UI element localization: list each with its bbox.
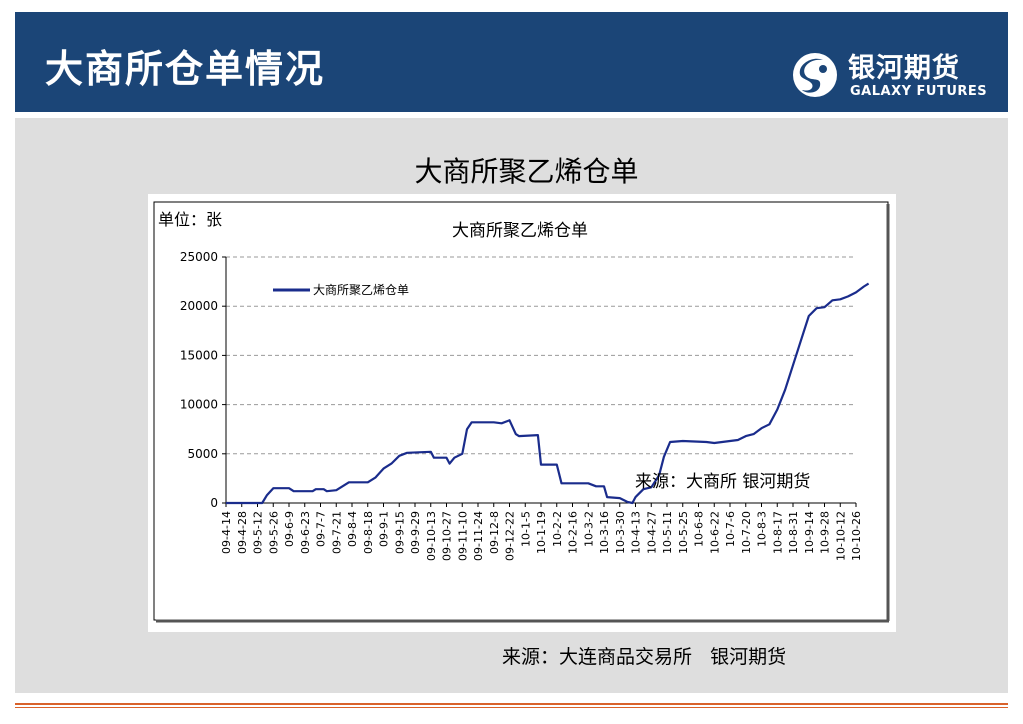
x-tick-label-25: 10-3-30 [614,511,627,554]
x-tick-label-23: 10-3-2 [582,511,595,547]
source-annotation: 来源：大商所 银河期货 [635,472,810,492]
x-tick-label-33: 10-7-20 [740,511,753,554]
footer-rule [15,703,1008,705]
slide-source: 来源：大连商品交易所 银河期货 [502,646,787,668]
x-tick-label-12: 09-9-29 [409,511,422,554]
x-tick-label-9: 09-8-18 [362,511,375,554]
legend-label: 大商所聚乙烯仓单 [313,282,409,297]
x-tick-label-5: 09-6-23 [299,511,312,554]
x-axis: 09-4-14 09-4-28 09-5-12 09-5-26 09-6-9 09-6-2… [220,502,863,561]
chart-border [153,201,889,621]
x-tick-label-8: 09-8-4 [346,511,359,547]
galaxy-swirl-icon [793,53,837,97]
y-tick-label-4: 20000 [180,299,218,313]
x-tick-label-1: 09-4-28 [236,511,249,554]
x-tick-label-2: 09-5-12 [252,511,265,554]
x-tick-label-32: 10-7-6 [724,511,737,547]
logo-english-name: GALAXY FUTURES [850,84,988,99]
x-tick-label-36: 10-8-31 [787,511,800,554]
x-tick-label-27: 10-4-27 [645,511,658,554]
x-tick-label-0: 09-4-14 [220,511,233,554]
x-tick-label-14: 09-10-27 [441,511,454,561]
x-tick-label-34: 10-8-3 [756,511,769,547]
chart-heading: 大商所聚乙烯仓单 [414,155,639,188]
slide-header: 大商所仓单情况 银河期货 GALAXY FUTURES [15,12,1008,112]
x-tick-label-38: 10-9-28 [819,511,832,554]
x-tick-label-26: 10-4-13 [630,511,643,554]
y-tick-label-1: 5000 [187,447,218,461]
x-tick-label-13: 09-10-13 [425,511,438,561]
slide-title: 大商所仓单情况 [45,46,326,91]
chart-title: 大商所聚乙烯仓单 [452,221,588,241]
legend: 大商所聚乙烯仓单 [273,282,409,297]
x-tick-label-4: 09-6-9 [283,511,296,547]
x-tick-label-24: 10-3-16 [598,511,611,554]
gridlines [226,256,856,455]
x-tick-label-7: 09-7-21 [330,511,343,554]
y-tick-label-2: 10000 [180,398,218,412]
x-tick-label-35: 10-8-17 [771,511,784,554]
x-tick-label-3: 09-5-26 [267,511,280,554]
x-tick-label-20: 10-1-19 [535,511,548,554]
x-tick-label-37: 10-9-14 [803,511,816,554]
x-tick-label-10: 09-9-1 [378,511,391,547]
x-tick-label-18: 09-12-22 [504,511,517,561]
x-tick-label-28: 10-5-11 [661,511,674,554]
x-tick-label-22: 10-2-16 [567,511,580,554]
chart-container: 单位：张 大商所聚乙烯仓单 0 5000 10000 15000 20000 25000 … [148,194,896,632]
series-group [226,282,870,505]
x-tick-label-15: 09-11-10 [456,511,469,561]
x-tick-label-31: 10-6-22 [708,511,721,554]
x-tick-label-21: 10-2-2 [551,511,564,547]
unit-label: 单位：张 [158,210,222,229]
y-tick-label-3: 15000 [180,348,218,362]
top-margin [0,0,1023,12]
y-tick-label-5: 25000 [180,250,218,264]
y-tick-label-0: 0 [210,496,218,510]
x-tick-label-17: 09-12-8 [488,511,501,554]
x-tick-label-11: 09-9-15 [393,511,406,554]
x-tick-label-30: 10-6-8 [693,511,706,547]
line-chart: 单位：张 大商所聚乙烯仓单 0500010000150002000025000 … [153,201,890,623]
x-tick-label-29: 10-5-25 [677,511,690,554]
x-tick-label-19: 10-1-5 [519,511,532,547]
logo-chinese-name: 银河期货 [848,53,960,84]
series-line-0 [226,282,870,505]
y-axis: 0 5000 10000 15000 20000 25000 [180,250,227,510]
x-tick-label-16: 09-11-24 [472,511,485,561]
x-tick-label-40: 10-10-26 [850,511,863,561]
x-tick-label-39: 10-10-12 [834,511,847,561]
footer-rule-thin [15,707,1008,708]
galaxy-futures-logo: 银河期货 GALAXY FUTURES [790,50,1010,110]
x-tick-label-6: 09-7-7 [315,511,328,547]
